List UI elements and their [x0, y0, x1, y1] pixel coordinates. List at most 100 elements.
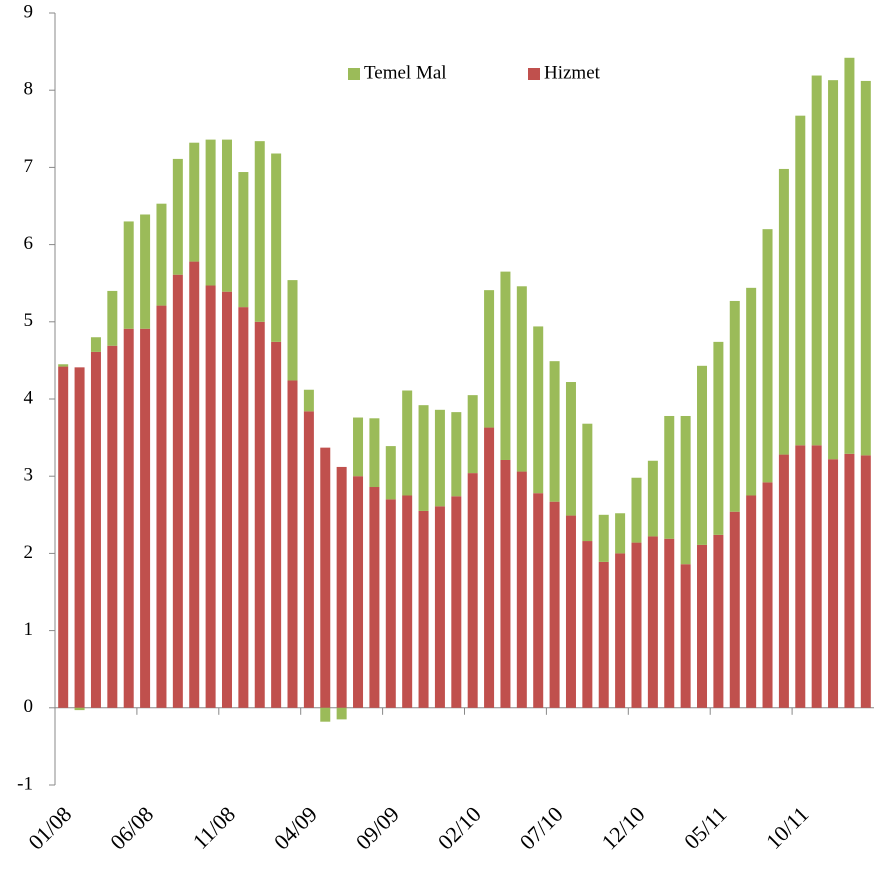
bar-segment	[90, 337, 101, 352]
bar-segment	[303, 389, 314, 412]
bar-segment	[369, 487, 380, 708]
bar-segment	[271, 341, 282, 708]
x-tick-label: 01/08	[23, 801, 76, 854]
bar-segment	[860, 80, 871, 456]
bar-segment	[598, 514, 609, 562]
bar-segment	[58, 364, 69, 367]
bar-segment	[107, 290, 118, 346]
bar-segment	[271, 153, 282, 342]
bar-segment	[385, 446, 396, 500]
bar-segment	[123, 221, 134, 329]
legend-swatch	[348, 68, 360, 80]
bar-segment	[582, 541, 593, 708]
y-tick-label: 3	[24, 465, 34, 486]
bar-segment	[549, 501, 560, 708]
bar-segment	[795, 445, 806, 708]
bar-segment	[221, 139, 232, 292]
bar-segment	[746, 287, 757, 496]
bar-segment	[516, 471, 527, 708]
bar-segment	[811, 445, 822, 708]
bar-segment	[697, 544, 708, 708]
legend-swatch	[528, 68, 540, 80]
x-tick-label: 04/09	[269, 801, 322, 854]
bar-segment	[516, 286, 527, 472]
bar-segment	[647, 536, 658, 708]
bar-segment	[828, 459, 839, 708]
bar-segment	[123, 328, 134, 708]
bar-segment	[172, 158, 183, 275]
bar-segment	[74, 367, 85, 708]
bar-segment	[500, 271, 511, 460]
y-tick-label: 4	[24, 387, 34, 408]
bar-segment	[353, 417, 364, 477]
bar-segment	[598, 561, 609, 708]
bar-segment	[172, 274, 183, 708]
y-tick-label: 2	[24, 542, 34, 563]
bar-segment	[680, 415, 691, 565]
bar-segment	[303, 411, 314, 708]
bar-segment	[778, 454, 789, 708]
bar-segment	[238, 172, 249, 308]
bar-segment	[156, 203, 167, 306]
bar-segment	[189, 261, 200, 708]
bar-segment	[336, 466, 347, 708]
bar-segment	[860, 455, 871, 708]
bar-segment	[205, 139, 216, 286]
bar-segment	[156, 305, 167, 708]
x-tick-label: 11/08	[188, 801, 241, 854]
bar-segment	[615, 513, 626, 554]
bar-segment	[631, 542, 642, 708]
bar-segment	[729, 511, 740, 708]
bar-segment	[713, 341, 724, 535]
bar-segment	[565, 515, 576, 708]
bar-segment	[287, 280, 298, 381]
bar-segment	[58, 366, 69, 708]
bar-segment	[353, 476, 364, 708]
x-tick-label: 12/10	[596, 801, 649, 854]
x-tick-label: 06/08	[105, 801, 158, 854]
bar-segment	[451, 496, 462, 708]
bar-segment	[697, 365, 708, 545]
bar-segment	[320, 447, 331, 708]
bar-segment	[664, 538, 675, 708]
y-tick-label: 8	[24, 79, 34, 100]
bar-segment	[565, 382, 576, 516]
bar-segment	[140, 214, 151, 329]
bar-segment	[778, 168, 789, 455]
bar-segment	[434, 506, 445, 708]
bar-segment	[729, 300, 740, 512]
bar-segment	[369, 418, 380, 488]
legend-label: Temel Mal	[364, 62, 447, 83]
bar-segment	[762, 229, 773, 483]
bar-segment	[254, 141, 265, 322]
bar-segment	[484, 427, 495, 708]
y-tick-label: -1	[17, 773, 33, 794]
legend-label: Hizmet	[544, 62, 601, 83]
bar-segment	[844, 57, 855, 454]
bar-segment	[402, 495, 413, 708]
y-tick-label: 1	[24, 619, 34, 640]
bar-segment	[582, 423, 593, 542]
bar-segment	[434, 409, 445, 507]
bar-segment	[549, 361, 560, 502]
x-tick-label: 07/10	[515, 801, 568, 854]
bar-segment	[140, 328, 151, 708]
bar-segment	[533, 326, 544, 494]
y-tick-label: 5	[24, 310, 34, 331]
bar-segment	[254, 321, 265, 708]
x-tick-label: 09/09	[351, 801, 404, 854]
bar-segment	[631, 477, 642, 543]
bar-segment	[418, 405, 429, 511]
bar-segment	[205, 285, 216, 708]
bar-segment	[664, 415, 675, 539]
bar-segment	[189, 142, 200, 262]
y-tick-label: 6	[24, 233, 34, 254]
y-tick-label: 7	[24, 156, 34, 177]
bar-segment	[844, 453, 855, 708]
bar-segment	[484, 290, 495, 428]
bar-segment	[533, 493, 544, 708]
y-tick-label: 0	[24, 696, 34, 717]
bar-segment	[74, 707, 85, 711]
bar-segment	[221, 291, 232, 708]
